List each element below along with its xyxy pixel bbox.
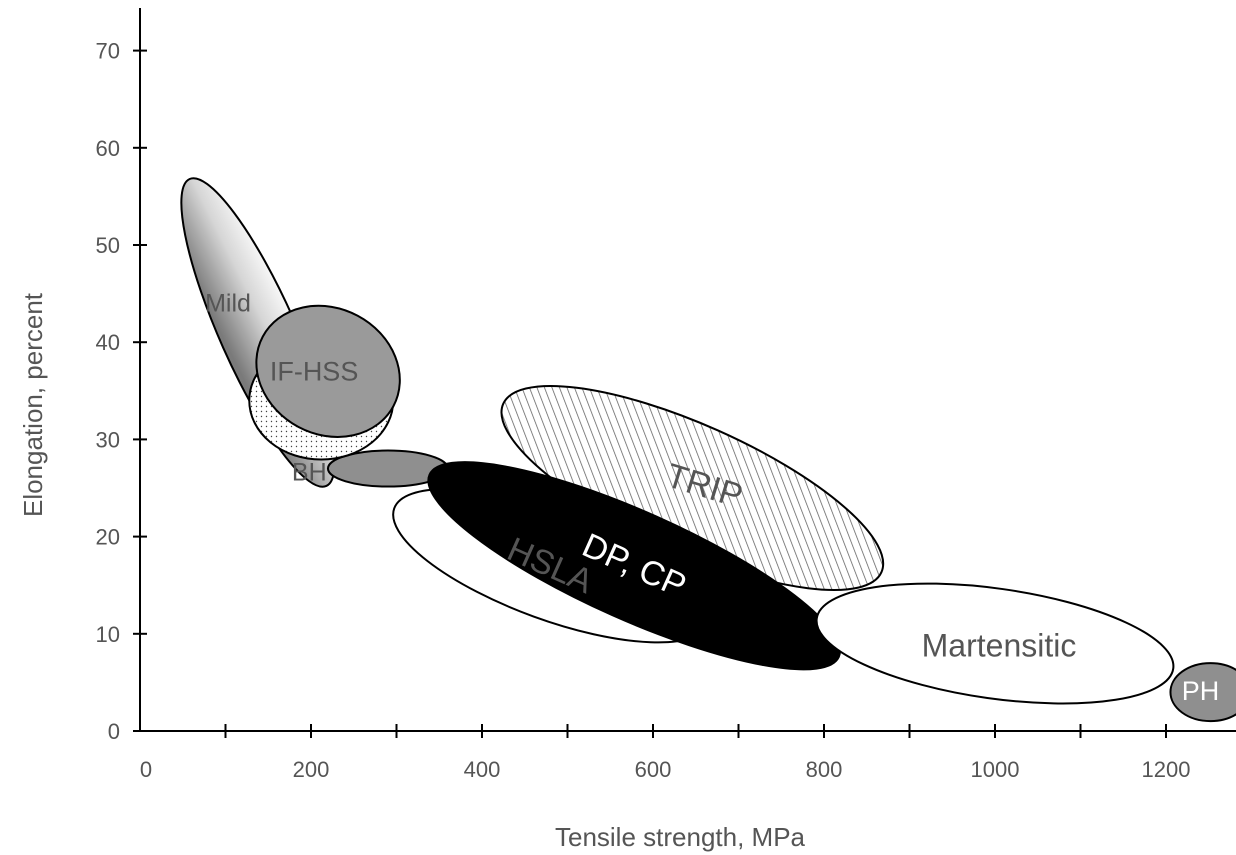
y-tick-label: 0 — [108, 719, 120, 744]
region-ph-label: PH — [1182, 676, 1220, 706]
x-ticks: 0 200 400 600 800 1000 1200 — [140, 724, 1191, 782]
x-tick-label: 1000 — [971, 757, 1020, 782]
y-ticks: 0 10 20 30 40 50 60 70 — [96, 39, 147, 744]
x-tick-label: 1200 — [1142, 757, 1191, 782]
region-martensitic-label: Martensitic — [922, 628, 1077, 664]
y-tick-label: 50 — [96, 233, 120, 258]
x-tick-label: 0 — [140, 757, 152, 782]
y-tick-label: 70 — [96, 39, 120, 64]
region-if-hss-label: IF-HSS — [270, 356, 359, 386]
region-dp-cp-ellipse — [427, 461, 841, 671]
y-tick-label: 20 — [96, 525, 120, 550]
x-tick-label: 200 — [293, 757, 330, 782]
region-martensitic-ellipse — [815, 582, 1175, 705]
x-tick-label: 400 — [464, 757, 501, 782]
region-mild-label: Mild — [205, 289, 251, 317]
x-axis-title: Tensile strength, MPa — [555, 822, 806, 852]
y-axis-title: Elongation, percent — [18, 292, 48, 517]
y-tick-label: 40 — [96, 330, 120, 355]
regions-layer — [180, 177, 1236, 723]
y-tick-label: 60 — [96, 136, 120, 161]
region-bh-label: BH — [292, 459, 327, 487]
x-tick-label: 800 — [806, 757, 843, 782]
y-tick-label: 30 — [96, 427, 120, 452]
axes: 0 200 400 600 800 1000 1200 0 10 20 30 40 50 60 70 — [96, 8, 1236, 782]
x-tick-label: 600 — [635, 757, 672, 782]
region-ph-ellipse — [1169, 662, 1236, 723]
region-if-hss-ellipse — [255, 304, 401, 438]
y-tick-label: 10 — [96, 622, 120, 647]
